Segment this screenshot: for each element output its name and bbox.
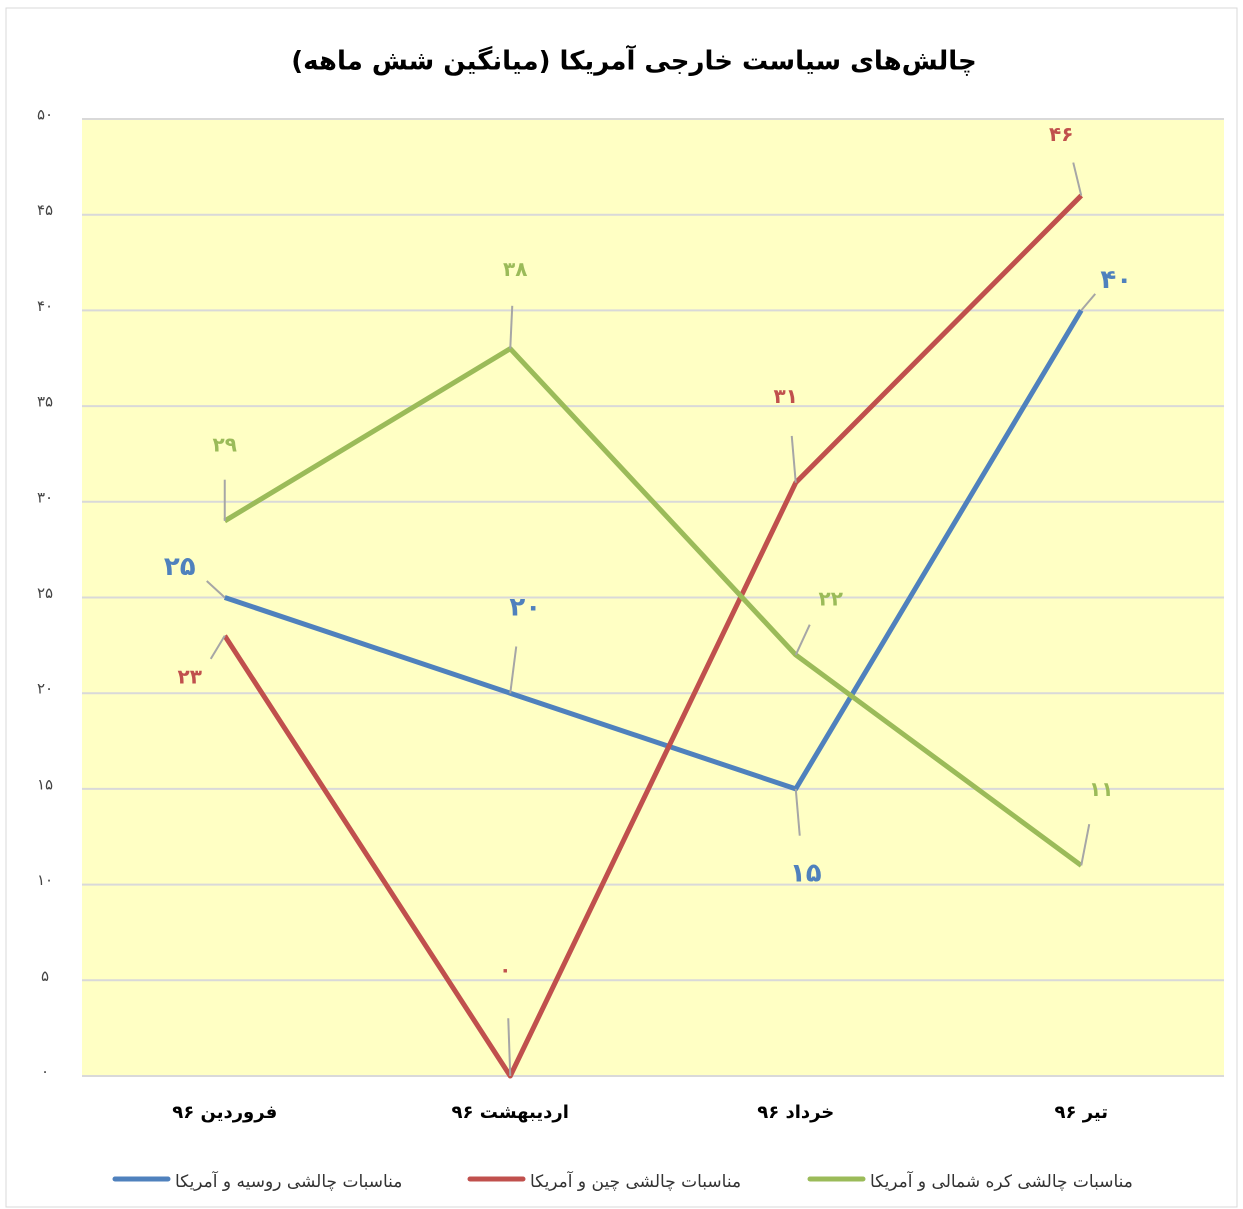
y-tick-label: ۴۵: [37, 201, 53, 219]
x-tick-label: خرداد ۹۶: [757, 1102, 834, 1123]
y-tick-label: ۳۰: [37, 488, 53, 506]
y-tick-label: ۱۰: [37, 871, 53, 889]
leader-line: [509, 646, 518, 694]
x-tick-label: فروردین ۹۶: [172, 1102, 277, 1123]
leader-line: [1080, 293, 1097, 312]
data-label: ۳۱: [774, 384, 798, 408]
data-label: ۱۱: [1089, 777, 1113, 801]
data-label: ۱۵: [790, 858, 822, 888]
chart-title: چالش‌های سیاست خارجی آمریکا (میانگین شش …: [291, 45, 976, 77]
data-label: ۲۹: [213, 432, 237, 456]
y-tick-label: ۴۰: [37, 297, 53, 315]
data-label: ۲۰: [509, 593, 541, 623]
leader-line: [1080, 824, 1091, 866]
legend-label: مناسبات چالشی چین و آمریکا: [530, 1170, 741, 1192]
leader-line: [206, 580, 226, 599]
y-tick-label: ۳۵: [37, 393, 53, 411]
x-tick-label: تیر ۹۶: [1054, 1102, 1108, 1123]
legend-label: مناسبات چالشی کره شمالی و آمریکا: [870, 1170, 1133, 1192]
data-label: ۲۳: [178, 664, 202, 688]
leader-line: [790, 435, 797, 483]
y-tick-label: ۱۵: [37, 775, 53, 793]
leader-line: [209, 635, 226, 660]
data-label: ۰: [499, 958, 511, 982]
leader-line: [507, 1018, 512, 1077]
y-tick-label: ۰: [41, 1063, 49, 1081]
y-tick-label: ۲۰: [37, 680, 53, 698]
leader-line: [794, 788, 801, 836]
data-label: ۴۰: [1100, 265, 1132, 295]
y-tick-label: ۵۰: [37, 106, 53, 124]
x-tick-label: اردیبهشت ۹۶: [452, 1102, 569, 1123]
y-tick-label: ۲۵: [37, 584, 53, 602]
data-label: ۲۵: [164, 552, 196, 582]
data-label: ۲۲: [819, 586, 843, 610]
y-tick-label: ۵: [41, 967, 49, 985]
series-line: [223, 309, 1084, 792]
leader-line: [509, 305, 514, 349]
data-label: ۴۶: [1049, 122, 1073, 146]
leader-line: [794, 624, 811, 656]
series-line: [222, 193, 1084, 1079]
leader-line: [1072, 162, 1083, 196]
series-line: [223, 346, 1083, 868]
data-label: ۳۸: [503, 257, 527, 281]
legend-label: مناسبات چالشی روسیه و آمریکا: [175, 1170, 402, 1192]
